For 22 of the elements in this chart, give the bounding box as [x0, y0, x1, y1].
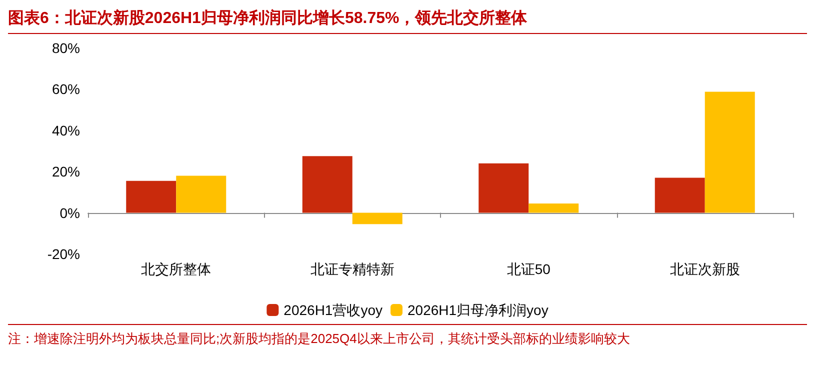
x-tick-label: 北证50 [506, 261, 551, 277]
bar [654, 178, 705, 213]
bar [176, 176, 226, 213]
y-tick-label: -20% [47, 246, 80, 262]
chart-title: 图表6：北证次新股2026H1归母净利润同比增长58.75%，领先北交所整体 [8, 8, 807, 34]
x-tick-label: 北证专精特新 [310, 261, 394, 277]
y-tick-label: 20% [52, 164, 80, 180]
y-tick-label: 0% [60, 204, 80, 221]
bar [352, 212, 402, 224]
bar [126, 180, 176, 213]
x-tick-label: 北证次新股 [670, 261, 740, 277]
y-tick-label: 80% [52, 40, 80, 56]
bar [302, 156, 352, 213]
bar [704, 92, 755, 213]
bar [478, 163, 529, 213]
legend-label: 2026H1归母净利润yoy [408, 302, 548, 318]
bar [528, 204, 579, 213]
legend-label: 2026H1营收yoy [284, 302, 382, 318]
x-tick-label: 北交所整体 [141, 261, 212, 277]
y-tick-label: 60% [52, 81, 80, 98]
text: 注：增速除注明外均为板块总量同比;次新股均指的是2025Q4以来上市公司，其统计受头部标的业绩影响较大 [8, 330, 631, 348]
y-tick-label: 40% [52, 122, 80, 138]
